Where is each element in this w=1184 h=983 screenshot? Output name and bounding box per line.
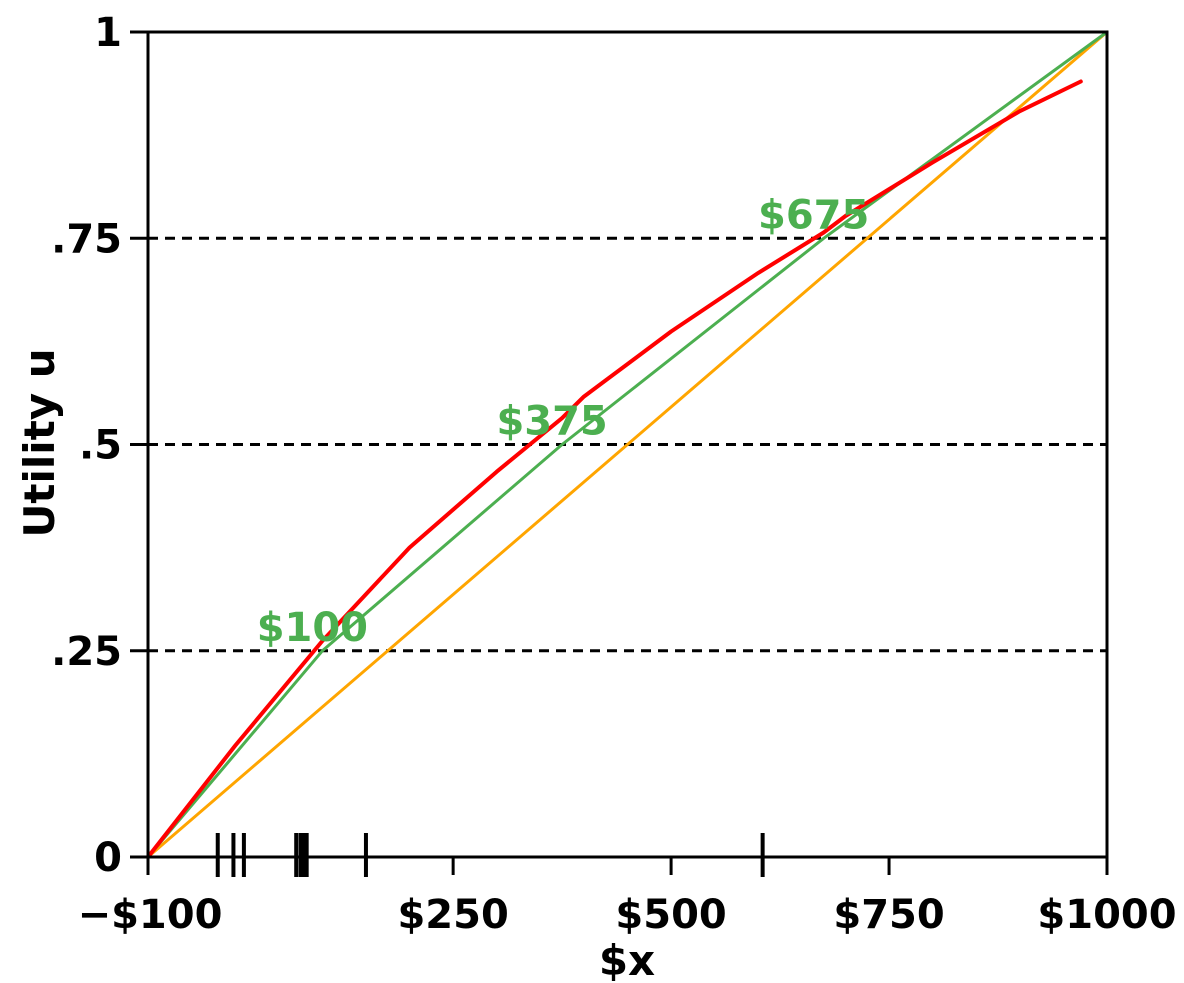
y-tick-label-3: .75: [51, 216, 122, 262]
series-line-0: [146, 79, 1083, 859]
rug-marks: [215, 833, 765, 877]
annotation-1: $375: [496, 399, 607, 445]
y-tick-label-2: .5: [79, 423, 122, 469]
x-tick-label-1: $250: [397, 892, 508, 938]
y-axis-ticks: 0 .25 .5 .75 1: [51, 10, 148, 881]
y-axis-label: Utility u: [15, 348, 64, 537]
x-tick-label-3: $750: [833, 892, 944, 938]
x-tick-label-2: $500: [615, 892, 726, 938]
series-lines: [146, 30, 1109, 859]
annotation-0: $100: [257, 605, 368, 651]
annotation-2: $675: [758, 192, 869, 238]
x-axis-label: $x: [599, 936, 655, 983]
y-tick-label-0: 0: [94, 835, 122, 881]
x-axis-ticks: −$100 $250 $500 $750 $1000: [78, 857, 1177, 938]
annotations: $100 $375 $675: [257, 192, 870, 651]
y-tick-label-4: 1: [94, 10, 122, 56]
series-line-2: [146, 30, 1109, 859]
x-tick-label-0: −$100: [78, 892, 223, 938]
x-tick-label-4: $1000: [1037, 892, 1176, 938]
y-tick-label-1: .25: [51, 629, 122, 675]
